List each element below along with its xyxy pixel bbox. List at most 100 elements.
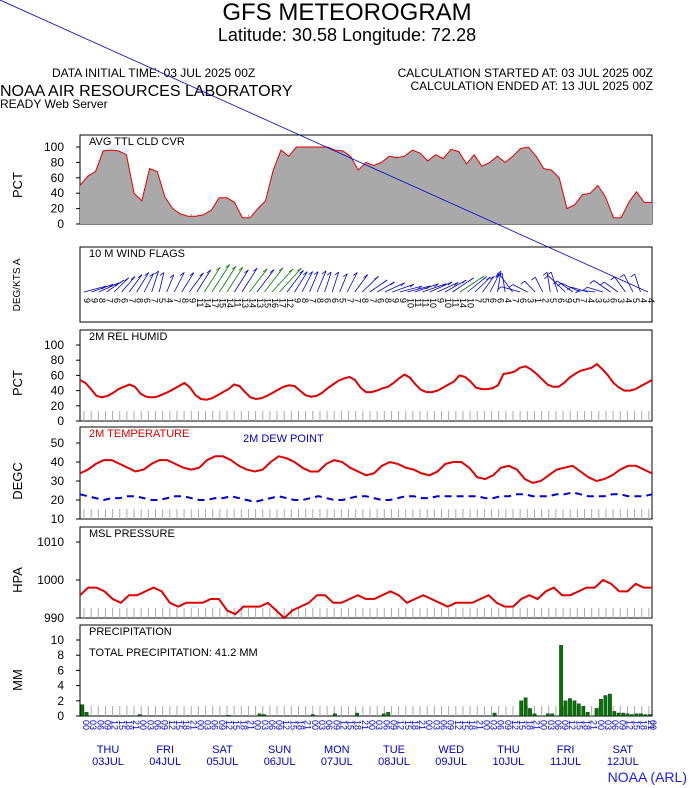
wind-barb-flag (189, 272, 195, 276)
wind-speed-label: 3 (616, 298, 626, 303)
wind-barb (512, 284, 528, 293)
x-hour-label: 12 (396, 720, 406, 730)
wind-speed-label: 7 (345, 298, 355, 303)
y-tick-label: 10 (51, 512, 65, 526)
x-hour-label: 18 (124, 720, 134, 730)
wind-barb-flag (496, 270, 502, 275)
x-day-date: 03JUL (92, 756, 124, 768)
wind-barb-flag (353, 272, 358, 276)
x-hour-label: 09 (217, 720, 227, 730)
y-tick-label: 20 (51, 202, 65, 216)
wind-barb (203, 267, 221, 293)
wind-speed-label: 6 (330, 298, 340, 303)
wind-barb-flag (144, 272, 150, 276)
precip-bar (630, 714, 634, 717)
x-hour-label: 06 (324, 720, 334, 730)
wind-speed-label: 3 (526, 298, 536, 303)
precip-bar (572, 700, 577, 717)
wind-barb (614, 276, 626, 293)
wind-barb-flag (417, 285, 423, 290)
wind-speed-label: 1 (533, 298, 543, 303)
wind-speed-label: 8 (135, 298, 145, 303)
wind-speed-label: 7 (172, 298, 182, 303)
x-hour-label: 15 (460, 720, 470, 730)
x-day-weekday: MON (324, 744, 350, 756)
wind-barb (437, 282, 459, 293)
precip-bar (643, 714, 648, 717)
wind-barb (547, 275, 566, 293)
precip-bar (625, 713, 630, 717)
precip-bar (84, 712, 89, 717)
panel-title: AVG TTL CLD CVR (89, 136, 185, 148)
y-axis-label: DEG/KTS A (12, 258, 23, 311)
wind-barb-flag (238, 266, 244, 271)
x-hour-label: 18 (582, 720, 592, 730)
wind-speed-label: 9 (187, 298, 197, 303)
x-day-date: 10JUL (493, 756, 525, 768)
wind-speed-label: 14 (202, 298, 212, 308)
x-hour-label: 06 (439, 720, 449, 730)
y-tick-label: 8 (57, 648, 64, 662)
x-hour-label: 21 (245, 720, 255, 730)
wind-barb (444, 279, 467, 293)
x-hour-label-final: 00 (648, 720, 658, 730)
x-hour-label: 03 (603, 720, 613, 730)
x-hour-label: 21 (360, 720, 370, 730)
wind-barb-flag (159, 272, 165, 276)
panel-1: 10 M WIND FLAGS DEG/KTS A (12, 246, 653, 323)
wind-barb-flag (297, 267, 302, 272)
x-hour-label: 21 (646, 720, 656, 730)
wind-barb (128, 274, 143, 293)
precip-bar (568, 698, 572, 717)
x-day-date: 06JUL (264, 756, 296, 768)
wind-barb-flag (531, 276, 536, 281)
wind-barb-flag (244, 269, 249, 274)
precip-bar (576, 703, 581, 717)
precip-bar (603, 695, 608, 717)
wind-speed-label: 4 (165, 298, 175, 303)
wind-speed-label: 4 (646, 298, 656, 303)
wind-speed-label: 11 (420, 298, 430, 307)
precip-bar (634, 713, 639, 717)
wind-speed-label: 10 (428, 298, 438, 308)
wind-barb-flag (610, 276, 615, 281)
wind-speed-label: 5 (548, 298, 558, 303)
panel-frame (79, 526, 653, 619)
wind-speed-label: 6 (556, 298, 566, 303)
wind-speed-label: 17 (278, 298, 288, 308)
wind-speed-label: 6 (120, 298, 130, 303)
wind-speed-label: 13 (255, 298, 265, 308)
wind-speed-label: 9 (82, 298, 92, 303)
x-day-date: 08JUL (378, 756, 410, 768)
x-day-date: 07JUL (321, 756, 353, 768)
wind-barb-flag (482, 276, 487, 280)
wind-barb (587, 286, 603, 293)
y-tick-label: 0 (57, 414, 64, 428)
x-hour-label: 21 (131, 720, 141, 730)
precip-bar (80, 704, 85, 717)
wind-barb-flag (583, 286, 588, 291)
wind-barb-flag (619, 274, 625, 278)
wind-barb (83, 285, 107, 293)
x-hour-label: 09 (160, 720, 170, 730)
lab-name: NOAA AIR RESOURCES LABORATORY (0, 83, 293, 100)
wind-barb-flag (180, 272, 185, 276)
wind-speed-label: 7 (368, 298, 378, 303)
wind-speed-label: 8 (97, 298, 107, 303)
precip-bar (550, 713, 555, 717)
precip-bar (599, 699, 603, 717)
y-tick-label: 80 (51, 353, 65, 367)
wind-barb-flag (400, 282, 406, 287)
wind-barb-flag (326, 271, 332, 276)
x-hour-label: 12 (110, 720, 120, 730)
x-hour-label: 12 (567, 720, 577, 730)
wind-barb (603, 281, 619, 293)
x-hour-label: 00 (253, 720, 263, 730)
x-hour-label: 09 (446, 720, 456, 730)
wind-barb-flag (199, 272, 204, 277)
wind-barb-flag (390, 281, 395, 286)
wind-barb (546, 272, 551, 293)
wind-speed-label: 6 (375, 298, 385, 303)
panel-frame (79, 329, 653, 422)
